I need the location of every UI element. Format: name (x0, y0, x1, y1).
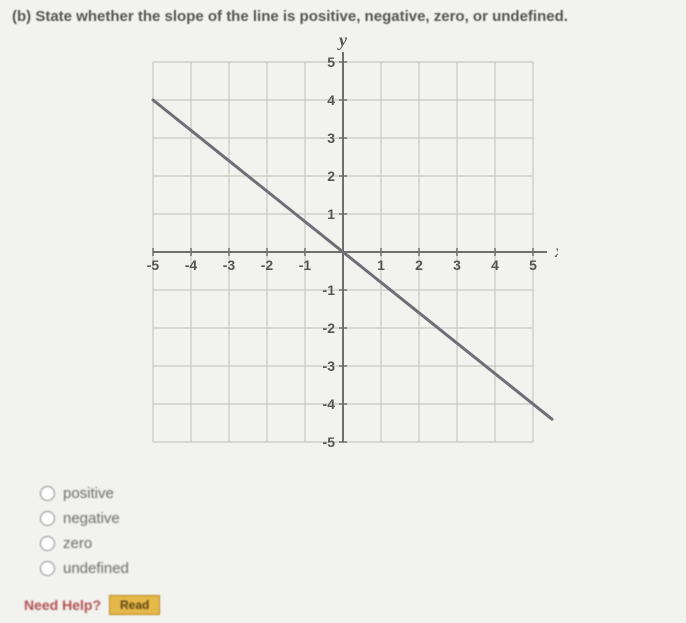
question-part: (b) (12, 8, 31, 25)
radio-icon (40, 511, 55, 526)
radio-icon (40, 561, 55, 576)
svg-text:4: 4 (491, 257, 499, 273)
need-help-label: Need Help? (24, 597, 101, 613)
svg-text:2: 2 (327, 168, 335, 184)
option-undefined[interactable]: undefined (40, 560, 674, 577)
question-prompt: (b) State whether the slope of the line … (12, 8, 674, 25)
svg-text:x: x (554, 241, 558, 261)
help-footer: Need Help? Read (12, 595, 674, 615)
svg-text:1: 1 (377, 257, 385, 273)
graph-container: -5-4-3-2-112345-5-4-3-2-112345yx (12, 37, 674, 467)
svg-text:5: 5 (327, 54, 335, 70)
svg-text:5: 5 (529, 257, 537, 273)
svg-text:-2: -2 (323, 320, 336, 336)
svg-text:-4: -4 (323, 396, 336, 412)
svg-text:-4: -4 (185, 257, 198, 273)
svg-text:-3: -3 (223, 257, 236, 273)
question-body: State whether the slope of the line is p… (35, 8, 568, 25)
svg-text:3: 3 (453, 257, 461, 273)
option-negative[interactable]: negative (40, 510, 674, 527)
option-label: positive (63, 485, 114, 502)
read-button[interactable]: Read (109, 595, 160, 615)
svg-text:1: 1 (327, 206, 335, 222)
option-label: zero (63, 535, 92, 552)
svg-text:-5: -5 (147, 257, 160, 273)
svg-text:-1: -1 (323, 282, 336, 298)
svg-text:-1: -1 (299, 257, 312, 273)
option-zero[interactable]: zero (40, 535, 674, 552)
option-label: undefined (63, 560, 129, 577)
radio-icon (40, 536, 55, 551)
radio-icon (40, 486, 55, 501)
svg-text:4: 4 (327, 92, 335, 108)
svg-text:y: y (337, 37, 348, 50)
option-label: negative (63, 510, 120, 527)
answer-options: positive negative zero undefined (12, 485, 674, 577)
svg-text:-2: -2 (261, 257, 274, 273)
option-positive[interactable]: positive (40, 485, 674, 502)
svg-text:2: 2 (415, 257, 423, 273)
slope-chart: -5-4-3-2-112345-5-4-3-2-112345yx (128, 37, 558, 467)
svg-text:-5: -5 (323, 434, 336, 450)
svg-text:-3: -3 (323, 358, 336, 374)
svg-text:3: 3 (327, 130, 335, 146)
